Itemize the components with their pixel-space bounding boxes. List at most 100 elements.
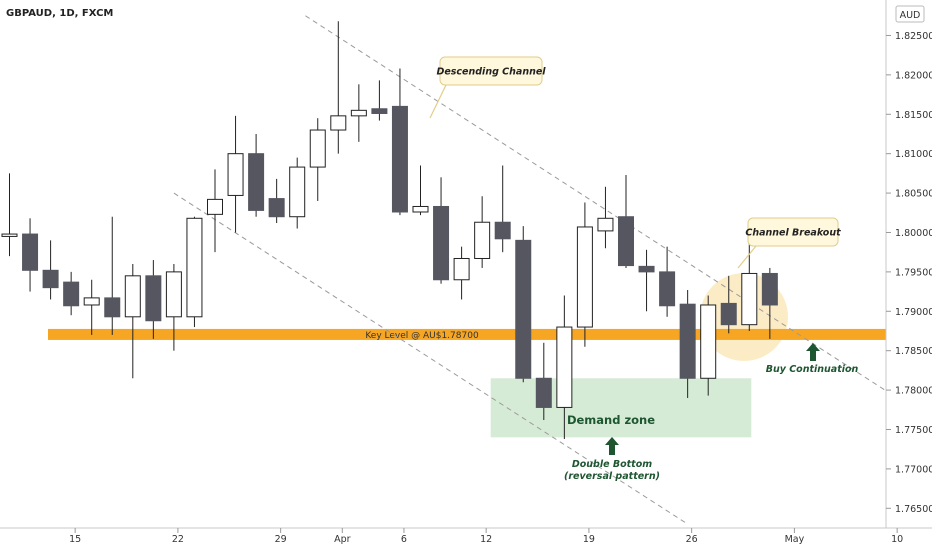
y-tick-label: 1.77000	[895, 464, 932, 475]
candle	[535, 342, 552, 421]
callout-label: Descending Channel	[436, 67, 546, 78]
reversal-pattern-label: (reversal pattern)	[564, 471, 660, 482]
callout-box	[747, 217, 839, 247]
y-tick-label: 1.82000	[895, 70, 932, 81]
candle	[700, 295, 717, 396]
candle-body-bullish	[227, 153, 244, 196]
channel-breakout-callout: Channel Breakout	[737, 217, 841, 269]
candle-body-bullish	[83, 297, 100, 306]
x-tick-label: 10	[891, 534, 903, 545]
double-bottom-label: Double Bottom	[572, 459, 652, 470]
candle	[453, 246, 470, 300]
candle-body-bearish	[42, 269, 59, 289]
demand-zone	[490, 378, 752, 438]
callout-box	[439, 56, 543, 86]
candle	[309, 118, 326, 201]
candle	[207, 169, 223, 253]
candle-body-bearish	[535, 377, 552, 408]
currency-badge[interactable]: AUD	[895, 5, 925, 23]
candle-body-bearish	[679, 303, 696, 379]
candle	[124, 264, 141, 379]
candle-body-bearish	[391, 105, 408, 213]
candle-body-bearish	[104, 297, 121, 318]
candle-body-bearish	[22, 233, 39, 271]
candle	[741, 234, 758, 331]
candle-body-bearish	[761, 272, 778, 306]
y-tick-label: 1.80500	[895, 189, 932, 200]
candle	[83, 279, 100, 335]
x-tick-label: Apr	[334, 534, 351, 545]
candle-body-bullish	[474, 221, 491, 259]
x-tick-label: 22	[172, 534, 184, 545]
candle-body-bullish	[186, 217, 203, 318]
y-tick-label: 1.82500	[895, 31, 932, 42]
candle	[248, 133, 265, 217]
y-tick-label: 1.79000	[895, 307, 932, 318]
currency-label: AUD	[900, 10, 921, 21]
callout-pointer	[429, 84, 447, 119]
y-tick-label: 1.80000	[895, 228, 932, 239]
key-level-label: Key Level @ AU$1.78700	[365, 331, 479, 341]
x-tick-label: 29	[275, 534, 287, 545]
descending-channel-callout: Descending Channel	[429, 56, 546, 119]
candle-body-bullish	[556, 326, 573, 408]
candle-body-bearish	[63, 281, 80, 307]
candle	[145, 260, 162, 339]
candle	[618, 174, 634, 268]
double-bottom-arrow	[605, 437, 619, 455]
candle-body-bearish	[638, 265, 655, 273]
chart-symbol-title: GBPAUD, 1D, FXCM	[6, 8, 113, 19]
candle-body-bullish	[576, 226, 593, 328]
candle	[638, 249, 655, 312]
x-tick-label: 26	[686, 534, 698, 545]
candle	[474, 196, 491, 268]
x-tick-label: 12	[480, 534, 492, 545]
candle	[268, 178, 285, 224]
channel-lower-line	[173, 192, 688, 525]
candle-body-bullish	[597, 217, 614, 232]
y-tick-label: 1.81000	[895, 149, 932, 160]
candle	[433, 177, 450, 284]
candle	[761, 267, 778, 339]
candle-body-bullish	[412, 205, 429, 213]
candle-body-bearish	[268, 198, 285, 218]
candle	[289, 157, 306, 229]
candle-body-bullish	[700, 304, 717, 379]
up-arrow-icon	[806, 343, 820, 361]
candle-body-bullish	[309, 129, 326, 168]
candle-body-bearish	[248, 153, 265, 211]
candle	[556, 295, 573, 439]
candle-body-bearish	[618, 216, 634, 267]
candle-body-bullish	[289, 166, 306, 218]
candle	[350, 84, 367, 142]
channel-upper-line	[305, 15, 886, 391]
candle	[659, 246, 676, 317]
candle	[186, 216, 203, 328]
y-tick-label: 1.77500	[895, 425, 932, 436]
candle	[412, 165, 429, 216]
y-tick-label: 1.78000	[895, 386, 932, 397]
candle-body-bearish	[515, 239, 532, 379]
candle-body-bullish	[330, 115, 347, 131]
candle	[63, 271, 80, 316]
callout-label: Channel Breakout	[745, 228, 841, 239]
candle	[720, 275, 737, 334]
candle-body-bearish	[720, 302, 737, 326]
candle-body-bullish	[124, 275, 141, 318]
up-arrow-icon	[605, 437, 619, 455]
candle-body-bearish	[494, 221, 511, 240]
candle	[22, 218, 39, 292]
x-tick-label: May	[785, 534, 805, 545]
x-tick-label: 19	[583, 534, 595, 545]
candle-body-bearish	[433, 205, 450, 281]
candle-body-bullish	[350, 109, 367, 117]
callout-pointer	[737, 245, 757, 269]
candle	[42, 240, 59, 300]
candle	[227, 115, 244, 233]
candle-body-bearish	[659, 271, 676, 307]
candle	[371, 80, 388, 121]
key-level-band	[48, 328, 886, 340]
candle	[576, 202, 593, 347]
candle	[165, 264, 182, 351]
